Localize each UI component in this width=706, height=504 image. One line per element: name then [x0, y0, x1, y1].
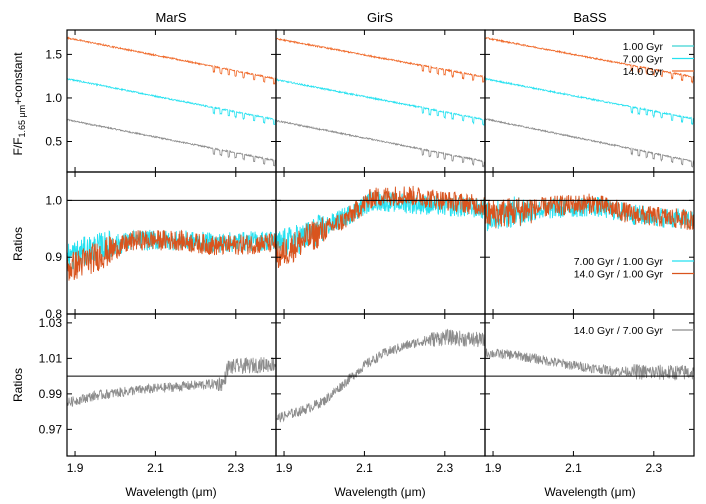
series-line-14-0-gyr-7-00-gyr-bass [485, 348, 694, 381]
series-line-7-00-gyr-bass [485, 77, 694, 126]
panel-frame [66, 29, 277, 173]
x-tick-label: 2.3 [645, 461, 662, 475]
x-tick-label: 2.1 [356, 461, 373, 475]
y-tick-label: 1.0 [45, 91, 62, 105]
series-line-1-00-gyr-mars [67, 118, 276, 167]
panel-ratios2-mars [67, 357, 276, 407]
y-tick-label: 1.0 [45, 193, 62, 207]
ylabel-spectra-tail: +constant [11, 52, 25, 105]
legend-label: 1.00 Gyr [623, 41, 664, 53]
legend-label: 7.00 Gyr [623, 54, 664, 66]
panel-spectra-bass [485, 36, 694, 168]
y-tick-label: 0.97 [39, 422, 63, 436]
series-line-14-0-gyr-girs [276, 37, 485, 84]
legend-label: 7.00 Gyr / 1.00 Gyr [574, 256, 664, 268]
ylabel-spectra-sub: 1.65 μm [17, 105, 27, 138]
x-tick-label: 2.1 [147, 461, 164, 475]
ylabel-spectra: F/F1.65 μm+constant [11, 52, 27, 156]
xlabel-girs: Wavelength (μm) [334, 485, 425, 499]
ylabel-ratios-middle: Ratios [11, 227, 25, 261]
x-tick-label: 1.9 [67, 461, 84, 475]
xlabel-mars: Wavelength (μm) [125, 485, 216, 499]
column-title-bass: BaSS [573, 10, 607, 25]
x-tick-label: 1.9 [276, 461, 293, 475]
x-tick-label: 2.1 [565, 461, 582, 475]
panel-frame [484, 171, 695, 315]
legend-label: 14.0 Gyr / 7.00 Gyr [574, 325, 664, 337]
ylabel-ratios-bottom: Ratios [11, 368, 25, 402]
x-tick-label: 2.3 [227, 461, 244, 475]
ylabel-spectra-main: F/F [11, 138, 25, 156]
y-tick-label: 1.5 [45, 47, 62, 61]
series-line-1-00-gyr-girs [276, 119, 485, 168]
series-line-7-00-gyr-girs [276, 78, 485, 126]
y-tick-label: 0.9 [45, 250, 62, 264]
y-tick-label: 0.8 [45, 307, 62, 321]
column-title-mars: MarS [155, 10, 186, 25]
column-title-girs: GirS [367, 10, 393, 25]
panel-frame [484, 313, 695, 457]
panel-frame [275, 29, 486, 173]
panel-ratios1-bass [485, 193, 694, 232]
series-line-14-0-gyr-mars [67, 36, 276, 85]
xlabel-bass: Wavelength (μm) [544, 485, 635, 499]
legend-label: 14.0 Gyr [623, 66, 664, 78]
panel-spectra-girs [276, 37, 485, 168]
panel-ratios2-girs [276, 328, 485, 423]
y-tick-label: 0.5 [45, 135, 62, 149]
panel-ratios1-girs [276, 185, 485, 269]
y-tick-label: 1.03 [39, 316, 63, 330]
series-line-14-0-gyr-7-00-gyr-girs [276, 328, 485, 423]
legend-label: 14.0 Gyr / 1.00 Gyr [574, 269, 664, 281]
x-tick-label: 1.9 [485, 461, 502, 475]
series-line-14-0-gyr-7-00-gyr-mars [67, 357, 276, 407]
x-tick-label: 2.3 [436, 461, 453, 475]
y-tick-label: 1.01 [39, 351, 63, 365]
series-line-7-00-gyr-mars [67, 77, 276, 126]
series-line-14-0-gyr-1-00-gyr-bass [485, 193, 694, 231]
panel-spectra-mars [67, 36, 276, 167]
panel-ratios1-mars [67, 199, 276, 281]
y-tick-label: 0.99 [39, 387, 63, 401]
series-line-1-00-gyr-bass [485, 117, 694, 168]
panel-ratios2-bass [485, 348, 694, 381]
series-line-14-0-gyr-1-00-gyr-mars [67, 229, 276, 281]
series-line-14-0-gyr-bass [485, 36, 694, 84]
